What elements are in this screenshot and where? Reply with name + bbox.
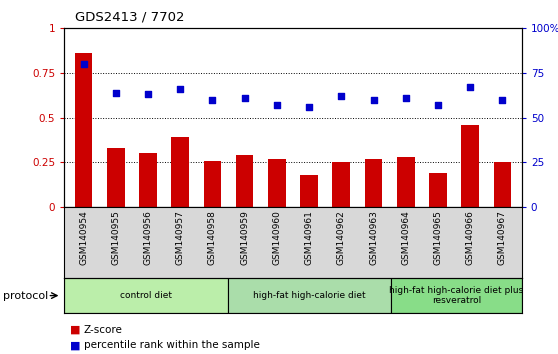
Bar (235, 155, 253, 207)
Text: high-fat high-calorie diet plus
resveratrol: high-fat high-calorie diet plus resverat… (389, 286, 523, 305)
Bar (397, 157, 415, 207)
Bar (64, 278, 228, 313)
Point (369, 97, 378, 103)
Text: protocol: protocol (3, 291, 48, 301)
Bar (228, 278, 391, 313)
Text: GSM140966: GSM140966 (466, 210, 475, 265)
Point (79, 61, 88, 67)
Point (498, 97, 507, 103)
Point (143, 92, 152, 97)
Text: GSM140957: GSM140957 (176, 210, 185, 265)
Text: GSM140955: GSM140955 (111, 210, 120, 265)
Text: GSM140962: GSM140962 (337, 210, 346, 265)
Bar (364, 159, 382, 207)
Text: ■: ■ (70, 340, 80, 350)
Point (272, 102, 281, 108)
Bar (204, 161, 222, 207)
Bar (75, 53, 93, 207)
Point (434, 102, 442, 108)
Point (208, 97, 217, 103)
Point (176, 86, 185, 92)
Text: GSM140960: GSM140960 (272, 210, 281, 265)
Text: GSM140963: GSM140963 (369, 210, 378, 265)
Text: percentile rank within the sample: percentile rank within the sample (84, 340, 259, 350)
Bar (493, 162, 511, 207)
Point (240, 95, 249, 101)
Bar (139, 154, 157, 207)
Text: Z-score: Z-score (84, 325, 123, 335)
Text: control diet: control diet (120, 291, 172, 300)
Text: GSM140964: GSM140964 (401, 210, 410, 265)
Bar (107, 148, 124, 207)
Text: GSM140956: GSM140956 (143, 210, 152, 265)
Text: GSM140954: GSM140954 (79, 210, 88, 265)
Point (401, 95, 410, 101)
Text: GSM140967: GSM140967 (498, 210, 507, 265)
Text: GDS2413 / 7702: GDS2413 / 7702 (75, 11, 185, 24)
Point (111, 90, 120, 96)
Point (466, 85, 475, 90)
Bar (333, 162, 350, 207)
Bar (300, 175, 318, 207)
Text: GSM140961: GSM140961 (305, 210, 314, 265)
Point (337, 93, 346, 99)
Text: GSM140965: GSM140965 (434, 210, 442, 265)
Bar (391, 278, 522, 313)
Bar (268, 159, 286, 207)
Bar (429, 173, 447, 207)
Text: ■: ■ (70, 325, 80, 335)
Point (305, 104, 314, 110)
Text: high-fat high-calorie diet: high-fat high-calorie diet (253, 291, 365, 300)
Bar (461, 125, 479, 207)
Text: GSM140959: GSM140959 (240, 210, 249, 265)
Bar (171, 137, 189, 207)
Text: GSM140958: GSM140958 (208, 210, 217, 265)
